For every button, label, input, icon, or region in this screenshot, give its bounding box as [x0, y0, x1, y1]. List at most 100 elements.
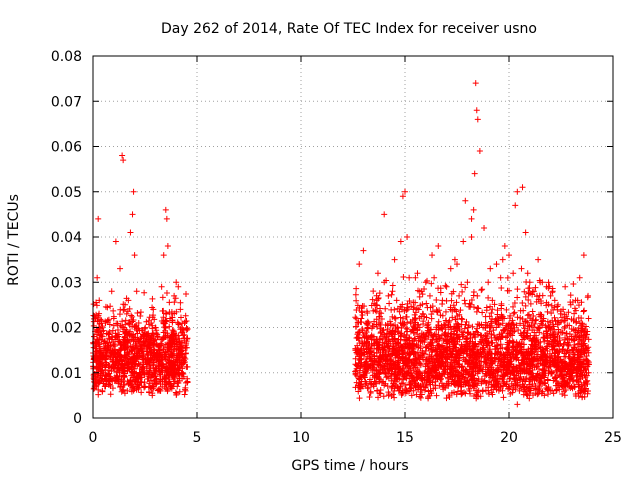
data-point-dense [392, 378, 399, 385]
data-point [383, 374, 390, 381]
data-point-dense [104, 304, 111, 311]
data-point-dense [119, 344, 126, 351]
data-point-dense [367, 367, 374, 374]
data-point-dense [352, 323, 359, 330]
data-point-dense [513, 347, 520, 354]
data-point-dense [452, 306, 459, 313]
data-point-dense [171, 343, 178, 350]
data-point-dense [171, 310, 178, 317]
data-point-dense [370, 364, 377, 371]
data-point-dense [484, 322, 491, 329]
data-point [135, 360, 142, 367]
data-point-dense [169, 370, 176, 377]
data-point [402, 188, 408, 195]
data-point-dense [103, 359, 110, 366]
data-point-dense [470, 344, 477, 351]
data-point-dense [399, 379, 406, 386]
data-point [399, 351, 406, 358]
data-point-dense [93, 311, 100, 318]
data-point-dense [484, 352, 491, 359]
data-point-dense [372, 307, 379, 314]
data-point-dense [494, 368, 501, 375]
data-point-dense [556, 334, 563, 341]
data-point [578, 387, 585, 394]
data-point-dense [400, 315, 407, 322]
data-point [487, 265, 494, 272]
data-point-dense [382, 305, 389, 312]
data-point-dense [510, 303, 517, 310]
data-point [547, 292, 554, 299]
data-point-dense [386, 345, 393, 352]
data-point-dense [566, 322, 573, 329]
data-point-dense [352, 361, 359, 368]
data-point-dense [161, 320, 168, 327]
data-point-dense [101, 338, 108, 345]
data-point-dense [153, 356, 160, 363]
data-point-dense [407, 351, 414, 358]
data-point-dense [521, 288, 528, 295]
data-point [358, 315, 365, 322]
data-point-dense [538, 300, 545, 307]
data-point-dense [391, 314, 398, 321]
data-point-dense [392, 370, 399, 377]
data-point [102, 319, 109, 326]
data-point-dense [404, 306, 411, 313]
data-point-dense [529, 376, 536, 383]
data-point-dense [583, 323, 590, 330]
data-point-dense [399, 389, 406, 396]
data-point [163, 360, 170, 367]
data-point [524, 270, 531, 277]
data-point-dense [138, 389, 145, 396]
data-point-dense [120, 301, 127, 308]
data-point-dense [402, 341, 409, 348]
data-point [410, 306, 417, 313]
data-point-dense [419, 354, 426, 361]
data-point [406, 274, 413, 281]
data-point-dense [382, 357, 389, 364]
data-point [472, 80, 479, 87]
data-point-dense [566, 353, 573, 360]
data-point-dense [401, 357, 408, 364]
data-point-dense [181, 386, 188, 393]
data-point [429, 252, 436, 259]
data-point-dense [546, 341, 553, 348]
data-point-dense [369, 296, 376, 303]
data-point-dense [497, 383, 504, 390]
data-point-dense [524, 327, 531, 334]
data-point-dense [394, 360, 401, 367]
data-point-dense [174, 352, 181, 359]
data-point [562, 283, 569, 290]
data-point-dense [122, 338, 129, 345]
data-point-dense [514, 341, 521, 348]
data-point-dense [167, 351, 174, 358]
data-point-dense [473, 325, 480, 332]
data-point-dense [381, 331, 388, 338]
data-point [374, 270, 381, 277]
data-point-dense [524, 312, 531, 319]
data-point-dense [487, 370, 494, 377]
data-point-dense [560, 385, 567, 392]
data-point [385, 292, 392, 299]
data-point-dense [534, 391, 541, 398]
data-point-dense [500, 351, 507, 358]
data-point-dense [425, 334, 432, 341]
data-point-dense [518, 340, 525, 347]
data-point-dense [572, 390, 579, 397]
data-point-dense [383, 340, 390, 347]
data-point-dense [455, 322, 462, 329]
data-point-dense [107, 303, 114, 310]
data-point-dense [110, 351, 117, 358]
data-point-dense [494, 333, 501, 340]
data-point [106, 329, 113, 336]
data-point-dense [127, 328, 134, 335]
data-point-dense [376, 378, 383, 385]
data-point-dense [464, 342, 471, 349]
chart-title: Day 262 of 2014, Rate Of TEC Index for r… [161, 21, 537, 37]
data-point-dense [471, 331, 478, 338]
data-point [125, 297, 132, 304]
data-point-dense [441, 331, 448, 338]
data-point-dense [353, 285, 360, 292]
data-point-dense [124, 308, 131, 315]
data-point-dense [501, 326, 508, 333]
data-point-dense [494, 362, 501, 369]
